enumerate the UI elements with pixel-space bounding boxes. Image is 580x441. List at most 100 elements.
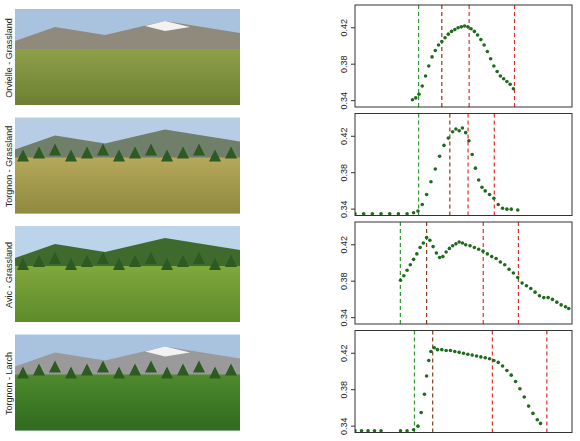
data-point — [512, 87, 516, 91]
data-point — [473, 246, 477, 250]
data-point — [518, 387, 522, 391]
photo-tree — [193, 361, 205, 373]
panel-label: Torgnon - Larch — [4, 352, 14, 415]
photo-tree — [129, 147, 141, 159]
phase-line — [441, 5, 442, 107]
photo-tree — [17, 150, 29, 162]
data-point — [442, 144, 446, 148]
phase-line — [546, 331, 547, 433]
data-point — [567, 307, 571, 311]
data-point — [425, 374, 429, 378]
plot-area — [411, 5, 516, 107]
data-point — [444, 250, 448, 254]
data-point — [516, 208, 520, 212]
plot-area — [355, 331, 547, 433]
data-point — [457, 129, 461, 133]
data-point — [433, 167, 437, 171]
phase-line — [432, 331, 433, 433]
photo-tree — [161, 367, 173, 379]
data-point — [416, 424, 420, 428]
data-point — [405, 212, 409, 216]
data-point — [546, 296, 550, 300]
data-point — [397, 212, 401, 216]
data-point — [436, 348, 440, 352]
data-point — [502, 77, 506, 81]
data-point — [499, 260, 503, 264]
data-point — [412, 258, 416, 262]
data-point — [520, 281, 524, 285]
photo-tree — [113, 150, 125, 162]
data-point — [486, 50, 490, 54]
photo-ground — [15, 49, 240, 105]
data-point — [508, 82, 512, 86]
plot-frame — [355, 5, 572, 107]
data-point — [495, 70, 499, 74]
data-point — [464, 243, 468, 247]
data-point — [437, 43, 441, 47]
photo-tree — [145, 252, 157, 264]
data-point — [490, 255, 494, 259]
data-point — [496, 361, 500, 365]
data-point — [551, 298, 555, 302]
photo-tree — [33, 255, 45, 267]
photo-sky — [15, 335, 240, 431]
photo-tree — [81, 147, 93, 159]
y-tick — [351, 426, 355, 427]
data-point — [505, 80, 509, 84]
data-point — [373, 429, 377, 433]
photo-tree — [177, 364, 189, 376]
data-point — [411, 98, 415, 102]
photo — [15, 9, 240, 105]
data-point — [462, 351, 466, 355]
y-tick-label: 0.38 — [339, 272, 349, 290]
data-point — [430, 55, 434, 59]
photo-tree — [129, 255, 141, 267]
data-point — [531, 412, 535, 416]
photo-sky — [15, 118, 240, 214]
data-point — [418, 246, 422, 250]
photo-tree — [49, 361, 61, 373]
data-point — [479, 38, 483, 42]
data-point — [483, 356, 487, 360]
data-point — [448, 247, 452, 251]
data-point — [402, 274, 406, 278]
data-point — [542, 296, 546, 300]
data-point — [505, 207, 509, 211]
data-point — [424, 74, 428, 78]
photo-tree — [49, 252, 61, 264]
y-tick — [351, 353, 355, 354]
data-point — [429, 350, 433, 354]
data-point — [428, 238, 432, 242]
data-point — [399, 278, 403, 282]
photo-tree — [33, 364, 45, 376]
data-point — [388, 212, 392, 216]
data-point — [463, 24, 467, 28]
data-point — [479, 355, 483, 359]
data-point — [539, 422, 543, 426]
data-point — [415, 252, 419, 256]
y-tick — [351, 100, 355, 101]
data-point — [492, 359, 496, 363]
data-point — [379, 212, 383, 216]
data-point — [488, 193, 492, 197]
y-tick — [351, 209, 355, 210]
photo-tree — [33, 147, 45, 159]
photo-tree — [177, 147, 189, 159]
data-point — [564, 305, 568, 309]
data-point — [555, 300, 559, 304]
data-point — [492, 64, 496, 68]
data-point — [486, 252, 490, 256]
data-point — [489, 57, 493, 61]
y-tick — [351, 244, 355, 245]
photo-tree — [81, 364, 93, 376]
photo-tree — [81, 255, 93, 267]
y-tick-label: 0.38 — [339, 164, 349, 182]
data-point — [457, 351, 461, 355]
data-point — [481, 249, 485, 253]
data-point — [468, 244, 472, 248]
data-point — [457, 240, 461, 244]
phase-line — [469, 5, 470, 107]
y-tick-label: 0.34 — [339, 92, 349, 110]
photo-tree — [65, 367, 77, 379]
panel-label: Orvielle - Grassland — [4, 18, 14, 98]
